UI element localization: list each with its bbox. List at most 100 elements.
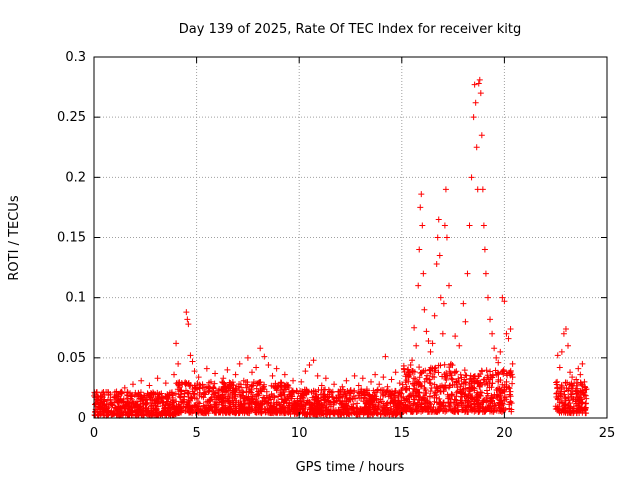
dense-data-point: [122, 412, 129, 419]
data-point: [554, 352, 561, 359]
dense-data-point: [327, 403, 334, 410]
dense-data-point: [185, 390, 192, 397]
data-point: [418, 191, 425, 198]
data-point: [347, 387, 354, 394]
y-tick-label: 0: [78, 411, 86, 426]
data-point: [509, 360, 516, 367]
dense-data-point: [281, 382, 288, 389]
data-point: [382, 353, 389, 360]
dense-data-point: [480, 399, 487, 406]
data-point: [497, 348, 504, 355]
dense-data-point: [255, 402, 262, 409]
dense-data-point: [222, 399, 229, 406]
dense-data-point: [229, 382, 236, 389]
dense-data-point: [293, 401, 300, 408]
dense-data-point: [495, 378, 502, 385]
dense-data-point: [379, 405, 386, 412]
dense-data-point: [488, 392, 495, 399]
dense-data-point: [451, 408, 458, 415]
dense-data-point: [162, 404, 169, 411]
dense-data-point: [225, 384, 232, 391]
data-point: [306, 362, 313, 369]
dense-data-point: [357, 406, 364, 413]
data-point: [240, 377, 247, 384]
data-point: [302, 368, 309, 375]
dense-data-point: [355, 389, 362, 396]
data-point: [101, 398, 108, 405]
dense-data-point: [253, 380, 260, 387]
dense-data-point: [369, 402, 376, 409]
dense-data-point: [211, 380, 218, 387]
dense-data-point: [305, 388, 312, 395]
data-point: [481, 246, 488, 253]
dense-data-point: [267, 410, 274, 417]
data-point: [189, 358, 196, 365]
dense-data-point: [437, 388, 444, 395]
dense-data-point: [394, 410, 401, 417]
data-point: [372, 371, 379, 378]
dense-data-point: [468, 384, 475, 391]
dense-data-point: [232, 410, 239, 417]
data-point: [203, 365, 210, 372]
dense-data-point: [427, 388, 434, 395]
data-point: [273, 365, 280, 372]
dense-data-point: [416, 364, 423, 371]
dense-data-point: [390, 398, 397, 405]
data-point: [436, 252, 443, 259]
data-point: [150, 390, 157, 397]
dense-data-point: [346, 396, 353, 403]
dense-data-point: [304, 410, 311, 417]
data-point: [567, 369, 574, 376]
data-point: [184, 316, 191, 323]
data-point: [129, 381, 136, 388]
dense-data-point: [263, 388, 270, 395]
data-point: [417, 204, 424, 211]
dense-data-point: [419, 397, 426, 404]
dense-data-point: [418, 382, 425, 389]
dense-data-point: [438, 382, 445, 389]
data-point: [396, 380, 403, 387]
data-point: [482, 270, 489, 277]
dense-data-point: [408, 408, 415, 415]
data-point: [505, 335, 512, 342]
dense-data-point: [179, 398, 186, 405]
dense-data-point: [488, 384, 495, 391]
dense-data-point: [400, 393, 407, 400]
dense-data-point: [562, 379, 569, 386]
dense-data-point: [396, 399, 403, 406]
grid-lines: [94, 57, 607, 418]
data-point: [503, 330, 510, 337]
dense-data-point: [414, 408, 421, 415]
data-point: [290, 377, 297, 384]
dense-data-point: [261, 406, 268, 413]
data-point: [339, 383, 346, 390]
data-point: [199, 384, 206, 391]
dense-data-point: [392, 397, 399, 404]
dense-data-point: [444, 391, 451, 398]
dense-data-point: [289, 393, 296, 400]
dense-data-point: [147, 400, 154, 407]
dense-data-point: [274, 409, 281, 416]
dense-data-point: [338, 401, 345, 408]
dense-data-point: [570, 403, 577, 410]
dense-data-point: [403, 377, 410, 384]
dense-data-point: [155, 400, 161, 407]
dense-data-point: [474, 394, 481, 401]
data-point: [499, 294, 506, 301]
dense-data-point: [405, 366, 412, 373]
data-point: [335, 392, 342, 399]
data-point: [404, 372, 411, 379]
data-point: [489, 330, 496, 337]
dense-data-point: [410, 368, 417, 375]
data-point: [359, 375, 366, 382]
dense-data-point: [484, 405, 491, 412]
dense-data-point: [432, 406, 439, 413]
data-points: [91, 76, 590, 419]
dense-data-point: [317, 407, 324, 414]
dense-data-point: [343, 400, 350, 407]
dense-data-point: [458, 374, 465, 381]
dense-data-point: [481, 408, 488, 415]
dense-data-point: [102, 405, 109, 412]
dense-data-point: [449, 376, 456, 383]
dense-data-point: [313, 411, 320, 418]
